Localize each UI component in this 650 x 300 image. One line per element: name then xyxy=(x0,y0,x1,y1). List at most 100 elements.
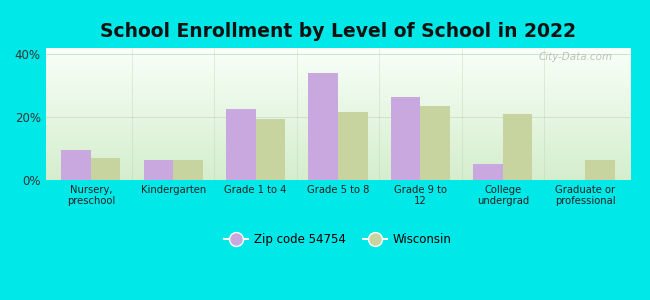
Bar xyxy=(46,176,630,177)
Bar xyxy=(46,131,630,132)
Bar xyxy=(46,134,630,135)
Bar xyxy=(46,48,630,49)
Bar xyxy=(46,116,630,117)
Bar xyxy=(46,160,630,161)
Bar xyxy=(46,179,630,180)
Bar xyxy=(46,124,630,125)
Bar xyxy=(46,88,630,89)
Bar xyxy=(46,90,630,91)
Bar xyxy=(46,166,630,167)
Bar xyxy=(46,64,630,65)
Bar xyxy=(46,78,630,79)
Bar xyxy=(46,147,630,148)
Bar xyxy=(61,150,91,180)
Bar xyxy=(46,101,630,102)
Bar xyxy=(46,110,630,111)
Bar xyxy=(46,142,630,143)
Bar xyxy=(46,150,630,151)
Bar xyxy=(46,132,630,133)
Bar xyxy=(46,111,630,112)
Bar xyxy=(46,59,630,60)
Bar xyxy=(46,108,630,109)
Title: School Enrollment by Level of School in 2022: School Enrollment by Level of School in … xyxy=(100,22,576,41)
Bar xyxy=(46,119,630,120)
Bar xyxy=(46,171,630,172)
Bar xyxy=(46,60,630,61)
Bar xyxy=(46,154,630,155)
Bar xyxy=(46,172,630,173)
Bar xyxy=(46,170,630,171)
Bar xyxy=(46,145,630,146)
Bar xyxy=(46,157,630,158)
Bar xyxy=(46,177,630,178)
Bar xyxy=(46,103,630,104)
Bar xyxy=(46,92,630,93)
Bar xyxy=(46,126,630,127)
Bar xyxy=(46,58,630,59)
Bar xyxy=(46,82,630,83)
Bar xyxy=(46,130,630,131)
Bar xyxy=(46,118,630,119)
Bar xyxy=(46,67,630,68)
Bar xyxy=(46,123,630,124)
Bar xyxy=(46,74,630,75)
Bar xyxy=(46,137,630,138)
Bar xyxy=(46,128,630,129)
Bar xyxy=(46,62,630,63)
Bar xyxy=(46,173,630,174)
Bar xyxy=(46,149,630,150)
Bar xyxy=(46,66,630,67)
Bar xyxy=(46,109,630,110)
Bar xyxy=(46,113,630,114)
Bar xyxy=(46,148,630,149)
Bar xyxy=(46,135,630,136)
Bar xyxy=(46,83,630,84)
Bar xyxy=(46,55,630,56)
Bar xyxy=(173,160,203,180)
Bar xyxy=(226,109,255,180)
Bar xyxy=(46,121,630,122)
Bar xyxy=(46,54,630,55)
Bar xyxy=(46,174,630,175)
Bar xyxy=(46,102,630,103)
Bar xyxy=(46,140,630,141)
Bar xyxy=(46,146,630,147)
Bar xyxy=(46,57,630,58)
Bar xyxy=(46,68,630,69)
Bar xyxy=(46,136,630,137)
Bar xyxy=(46,107,630,108)
Bar xyxy=(46,87,630,88)
Bar xyxy=(46,70,630,71)
Bar xyxy=(46,163,630,164)
Bar xyxy=(46,162,630,163)
Bar xyxy=(46,141,630,142)
Bar xyxy=(46,129,630,130)
Bar xyxy=(46,71,630,72)
Bar xyxy=(46,50,630,51)
Bar xyxy=(46,120,630,121)
Bar xyxy=(46,122,630,123)
Bar xyxy=(46,79,630,80)
Legend: Zip code 54754, Wisconsin: Zip code 54754, Wisconsin xyxy=(220,228,456,251)
Bar xyxy=(46,73,630,74)
Text: City-Data.com: City-Data.com xyxy=(539,52,613,62)
Bar xyxy=(46,56,630,57)
Bar xyxy=(46,75,630,76)
Bar xyxy=(46,168,630,169)
Bar xyxy=(46,138,630,139)
Bar xyxy=(46,139,630,140)
Bar xyxy=(46,80,630,81)
Bar xyxy=(46,144,630,145)
Bar xyxy=(46,53,630,54)
Bar xyxy=(46,94,630,95)
Bar xyxy=(91,158,120,180)
Bar xyxy=(46,112,630,113)
Bar xyxy=(46,125,630,126)
Bar xyxy=(46,76,630,77)
Bar xyxy=(46,152,630,153)
Bar xyxy=(46,89,630,90)
Bar xyxy=(255,119,285,180)
Bar xyxy=(46,63,630,64)
Bar xyxy=(46,84,630,85)
Bar xyxy=(46,69,630,70)
